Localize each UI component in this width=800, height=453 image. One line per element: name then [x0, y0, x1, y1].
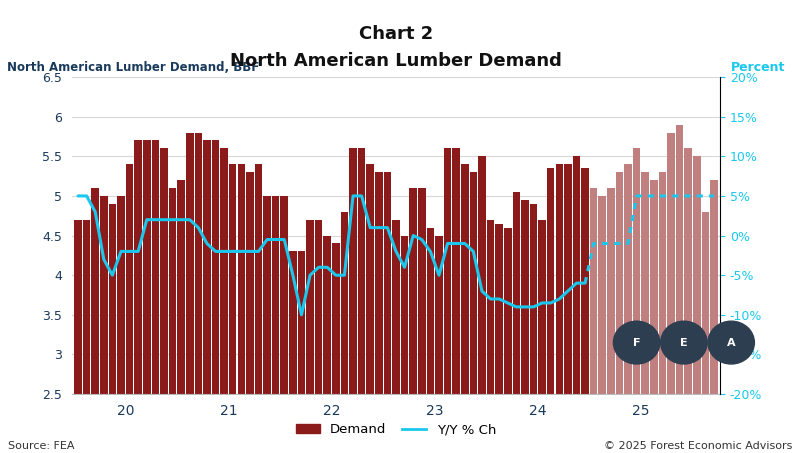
Bar — [564, 164, 572, 453]
Bar — [530, 204, 538, 453]
Bar — [384, 172, 391, 453]
Bar — [289, 251, 297, 453]
Bar — [504, 227, 511, 453]
Bar — [573, 156, 580, 453]
Bar — [616, 172, 623, 453]
Bar — [590, 188, 598, 453]
Bar — [486, 220, 494, 453]
Text: Percent: Percent — [730, 61, 785, 74]
Bar — [401, 236, 408, 453]
Bar — [160, 149, 168, 453]
Bar — [212, 140, 219, 453]
Bar — [667, 132, 674, 453]
Bar — [323, 236, 331, 453]
Bar — [685, 149, 692, 453]
Bar — [366, 164, 374, 453]
Bar — [109, 204, 116, 453]
Bar — [74, 220, 82, 453]
Bar — [220, 149, 228, 453]
Bar — [186, 132, 194, 453]
Bar — [100, 196, 107, 453]
Title: Chart 2
North American Lumber Demand: Chart 2 North American Lumber Demand — [230, 25, 562, 70]
Bar — [203, 140, 210, 453]
Bar — [143, 140, 150, 453]
Text: A: A — [727, 337, 735, 347]
Bar — [134, 140, 142, 453]
Bar — [513, 192, 520, 453]
Text: Source: FEA: Source: FEA — [8, 441, 74, 451]
Legend: Demand, Y/Y % Ch: Demand, Y/Y % Ch — [290, 418, 502, 441]
Text: E: E — [680, 337, 688, 347]
Bar — [91, 188, 99, 453]
Bar — [375, 172, 382, 453]
Bar — [410, 188, 417, 453]
Bar — [306, 220, 314, 453]
Text: F: F — [633, 337, 640, 347]
Bar — [607, 188, 614, 453]
Bar — [495, 224, 503, 453]
Bar — [470, 172, 477, 453]
Bar — [658, 172, 666, 453]
Bar — [598, 196, 606, 453]
Bar — [676, 125, 683, 453]
Bar — [452, 149, 460, 453]
Bar — [702, 212, 709, 453]
Bar — [555, 164, 563, 453]
Circle shape — [614, 321, 660, 364]
Bar — [238, 164, 245, 453]
Bar — [169, 188, 176, 453]
Bar — [624, 164, 632, 453]
Bar — [332, 243, 340, 453]
Bar — [272, 196, 279, 453]
Bar — [350, 149, 357, 453]
Bar — [435, 236, 442, 453]
Bar — [263, 196, 271, 453]
Bar — [461, 164, 469, 453]
Bar — [418, 188, 426, 453]
Bar — [478, 156, 486, 453]
Bar — [118, 196, 125, 453]
Bar — [298, 251, 306, 453]
Bar — [444, 149, 451, 453]
Bar — [650, 180, 658, 453]
Bar — [151, 140, 159, 453]
Bar — [341, 212, 348, 453]
Bar — [126, 164, 134, 453]
Bar — [693, 156, 701, 453]
Bar — [642, 172, 649, 453]
Circle shape — [708, 321, 754, 364]
Text: © 2025 Forest Economic Advisors: © 2025 Forest Economic Advisors — [604, 441, 792, 451]
Bar — [582, 168, 589, 453]
Bar — [521, 200, 529, 453]
Bar — [315, 220, 322, 453]
Bar — [538, 220, 546, 453]
Bar — [246, 172, 254, 453]
Bar — [83, 220, 90, 453]
Bar — [358, 149, 366, 453]
Bar — [254, 164, 262, 453]
Bar — [426, 227, 434, 453]
Bar — [194, 132, 202, 453]
Bar — [178, 180, 185, 453]
Bar — [281, 196, 288, 453]
Bar — [710, 180, 718, 453]
Bar — [633, 149, 641, 453]
Text: North American Lumber Demand, BBF: North American Lumber Demand, BBF — [7, 61, 259, 74]
Bar — [229, 164, 237, 453]
Bar — [547, 168, 554, 453]
Circle shape — [661, 321, 707, 364]
Bar — [392, 220, 400, 453]
